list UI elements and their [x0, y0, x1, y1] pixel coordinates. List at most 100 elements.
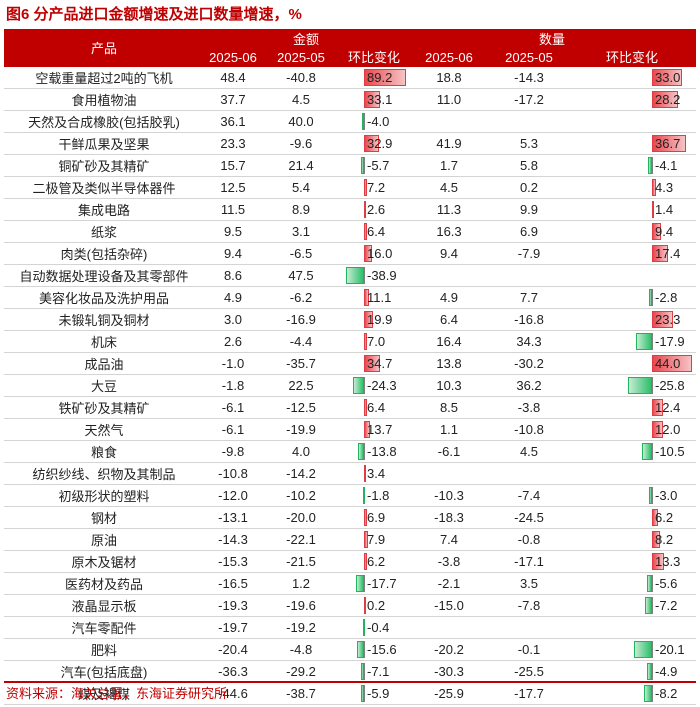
amount-change-cell: 32.9: [340, 133, 408, 155]
quantity-change-cell: 12.4: [568, 397, 696, 419]
amount-previous: -6.5: [289, 246, 313, 261]
quantity-current: -25.9: [434, 686, 464, 701]
amount-change-cell: 33.1: [340, 89, 408, 111]
amount-current: -12.0: [218, 488, 248, 503]
quantity-change-bar: [652, 245, 668, 262]
header-product: 产品: [4, 31, 204, 67]
amount-previous: -4.4: [289, 334, 313, 349]
amount-change-value: 34.7: [367, 356, 393, 371]
header-amount-change: 环比变化: [340, 49, 408, 67]
quantity-previous: -0.8: [517, 532, 541, 547]
quantity-zero-line: [652, 443, 653, 460]
quantity-previous: -10.8: [514, 422, 544, 437]
amount-previous: -22.1: [286, 532, 316, 547]
quantity-current: 4.9: [439, 290, 459, 305]
amount-change-cell: 3.4: [340, 463, 408, 485]
quantity-change-cell: 33.0: [568, 67, 696, 89]
product-name: 美容化妆品及洗护用品: [38, 291, 169, 306]
quantity-change-bar: [652, 509, 658, 526]
quantity-zero-line: [652, 333, 653, 350]
header-quantity-previous: 2025-05: [490, 49, 568, 67]
quantity-zero-line: [652, 597, 653, 614]
quantity-current: -20.2: [434, 642, 464, 657]
bottom-rule: [4, 681, 696, 683]
quantity-change-cell: 9.4: [568, 221, 696, 243]
quantity-current: [408, 111, 490, 133]
amount-zero-line: [364, 113, 365, 130]
table-row: 煤及褐煤 -44.6 -38.7 -5.9 -25.9 -17.7 -8.2: [4, 683, 696, 705]
amount-current: 15.7: [220, 158, 246, 173]
amount-current: -14.3: [218, 532, 248, 547]
quantity-change-cell: 17.4: [568, 243, 696, 265]
amount-change-bar: [361, 157, 364, 174]
quantity-previous: [490, 265, 568, 287]
table-row: 自动数据处理设备及其零部件 8.6 47.5 -38.9: [4, 265, 696, 287]
quantity-change-cell: -10.5: [568, 441, 696, 463]
amount-change-value: 6.4: [367, 400, 386, 415]
quantity-change-cell: -2.8: [568, 287, 696, 309]
amount-change-bar: [364, 311, 374, 328]
header-amount-previous: 2025-05: [262, 49, 340, 67]
table-row: 初级形状的塑料 -12.0 -10.2 -1.8 -10.3 -7.4 -3.0: [4, 485, 696, 507]
amount-current: -16.5: [218, 576, 248, 591]
quantity-current: -3.8: [437, 554, 461, 569]
quantity-change-bar: [628, 377, 652, 394]
amount-change-value: -1.8: [367, 488, 390, 503]
amount-previous: -29.2: [286, 664, 316, 679]
quantity-change-cell: [568, 111, 696, 133]
amount-current: -1.8: [221, 378, 245, 393]
quantity-change-cell: -7.2: [568, 595, 696, 617]
quantity-zero-line: [652, 575, 653, 592]
amount-change-bar: [364, 333, 368, 350]
product-name: 肥料: [90, 643, 117, 658]
amount-change-value: -5.9: [367, 686, 390, 701]
amount-change-bar: [362, 619, 365, 636]
quantity-previous: 3.5: [519, 576, 539, 591]
quantity-change-value: 1.4: [655, 202, 674, 217]
table-row: 空载重量超过2吨的飞机 48.4 -40.8 89.2 18.8 -14.3 33.0: [4, 67, 696, 89]
amount-change-value: 11.1: [367, 290, 392, 305]
product-name: 大豆: [90, 379, 117, 394]
amount-current: -15.3: [218, 554, 248, 569]
quantity-change-value: 28.2: [655, 92, 681, 107]
quantity-change-cell: 1.4: [568, 199, 696, 221]
amount-change-cell: 7.9: [340, 529, 408, 551]
product-name: 纸浆: [90, 225, 117, 240]
quantity-zero-line: [652, 685, 653, 702]
quantity-change-value: -4.9: [655, 664, 678, 679]
product-name: 干鲜瓜果及坚果: [58, 137, 150, 152]
quantity-change-bar: [633, 641, 652, 658]
amount-change-value: 6.9: [367, 510, 386, 525]
quantity-change-cell: -3.0: [568, 485, 696, 507]
amount-change-cell: 6.4: [340, 221, 408, 243]
source-note: 资料来源：海关总署，东海证券研究所: [6, 686, 228, 701]
amount-change-bar: [357, 443, 364, 460]
amount-current: 11.5: [220, 202, 246, 217]
amount-change-value: 19.9: [367, 312, 393, 327]
amount-change-cell: -38.9: [340, 265, 408, 287]
amount-previous: 3.1: [291, 224, 311, 239]
table-row: 集成电路 11.5 8.9 2.6 11.3 9.9 1.4: [4, 199, 696, 221]
product-name: 粮食: [90, 445, 117, 460]
quantity-current: 7.4: [439, 532, 459, 547]
header-quantity-current: 2025-06: [408, 49, 490, 67]
amount-previous: -12.5: [286, 400, 316, 415]
quantity-current: 1.1: [439, 422, 459, 437]
amount-previous: -21.5: [286, 554, 316, 569]
amount-change-value: -13.8: [367, 444, 397, 459]
quantity-current: [408, 265, 490, 287]
amount-change-bar: [361, 685, 364, 702]
quantity-change-bar: [647, 663, 652, 680]
quantity-current: -15.0: [434, 598, 464, 613]
amount-current: -1.0: [221, 356, 245, 371]
table-row: 原油 -14.3 -22.1 7.9 7.4 -0.8 8.2: [4, 529, 696, 551]
product-name: 液晶显示板: [71, 599, 137, 614]
quantity-current: 41.9: [436, 136, 462, 151]
product-name: 煤及褐煤: [77, 687, 130, 702]
amount-previous: -20.0: [286, 510, 316, 525]
quantity-previous: -16.8: [514, 312, 544, 327]
quantity-change-cell: 12.0: [568, 419, 696, 441]
quantity-previous: [490, 617, 568, 639]
table-row: 医药材及药品 -16.5 1.2 -17.7 -2.1 3.5 -5.6: [4, 573, 696, 595]
quantity-change-value: 44.0: [655, 356, 681, 371]
